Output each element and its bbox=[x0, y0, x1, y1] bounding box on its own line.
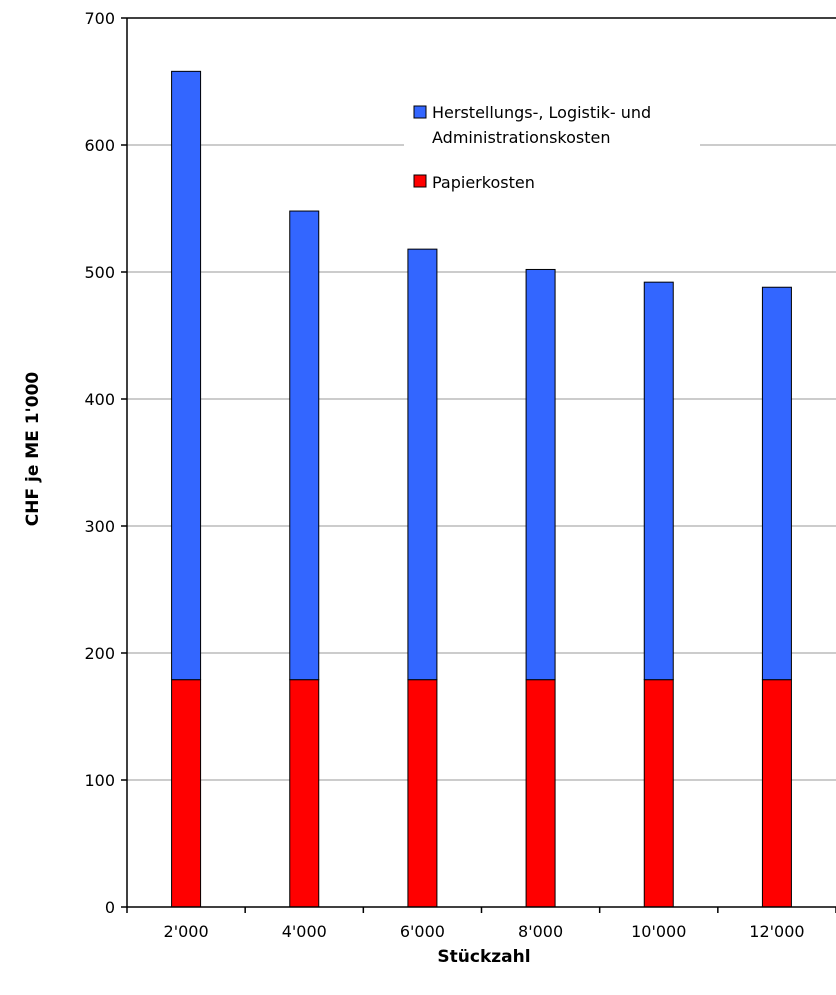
x-axis-ticks: 2'000 4'000 6'000 8'000 10'000 12'000 bbox=[126, 907, 836, 941]
x-tick-label-4: 8'000 bbox=[518, 922, 563, 941]
x-tick-label-5: 10'000 bbox=[631, 922, 686, 941]
bar-segment-herstellungskosten-6 bbox=[761, 286, 792, 681]
x-axis-title: Stückzahl bbox=[437, 947, 530, 967]
legend-swatch-papierkosten bbox=[413, 174, 427, 188]
y-tick-label-600: 600 bbox=[84, 136, 115, 155]
bar-segment-papierkosten-6 bbox=[761, 679, 792, 908]
gridlines bbox=[127, 144, 836, 781]
bar-segment-herstellungskosten-3 bbox=[407, 248, 438, 681]
bar-segment-herstellungskosten-4 bbox=[525, 268, 556, 681]
legend-swatch-herstellungskosten bbox=[413, 105, 427, 119]
bar-segment-papierkosten-4 bbox=[525, 679, 556, 908]
y-axis-title: CHF je ME 1'000 bbox=[23, 372, 43, 527]
bar-segment-papierkosten-5 bbox=[643, 679, 674, 908]
legend-background bbox=[404, 95, 700, 205]
x-tick-label-1: 2'000 bbox=[164, 922, 209, 941]
x-tick-label-2: 4'000 bbox=[282, 922, 327, 941]
x-tick-label-6: 12'000 bbox=[749, 922, 804, 941]
y-axis-ticks: 0 100 200 300 400 500 600 700 bbox=[84, 9, 127, 917]
y-tick-label-100: 100 bbox=[84, 771, 115, 790]
x-tick-label-3: 6'000 bbox=[400, 922, 445, 941]
y-tick-label-400: 400 bbox=[84, 390, 115, 409]
legend-label-herstellungskosten-line2: Administrationskosten bbox=[432, 128, 611, 147]
bars bbox=[171, 70, 792, 908]
y-tick-label-200: 200 bbox=[84, 644, 115, 663]
bar-segment-herstellungskosten-5 bbox=[643, 281, 674, 681]
bar-segment-papierkosten-1 bbox=[171, 679, 202, 908]
y-tick-label-500: 500 bbox=[84, 263, 115, 282]
bar-segment-papierkosten-3 bbox=[407, 679, 438, 908]
bar-segment-herstellungskosten-2 bbox=[289, 210, 320, 681]
bar-segment-papierkosten-2 bbox=[289, 679, 320, 908]
legend: Herstellungs-, Logistik- und Administrat… bbox=[404, 95, 700, 205]
y-tick-label-300: 300 bbox=[84, 517, 115, 536]
y-tick-label-700: 700 bbox=[84, 9, 115, 28]
y-tick-label-0: 0 bbox=[105, 898, 115, 917]
legend-label-papierkosten: Papierkosten bbox=[432, 173, 535, 192]
bar-segment-herstellungskosten-1 bbox=[171, 70, 202, 681]
legend-label-herstellungskosten-line1: Herstellungs-, Logistik- und bbox=[432, 103, 651, 122]
